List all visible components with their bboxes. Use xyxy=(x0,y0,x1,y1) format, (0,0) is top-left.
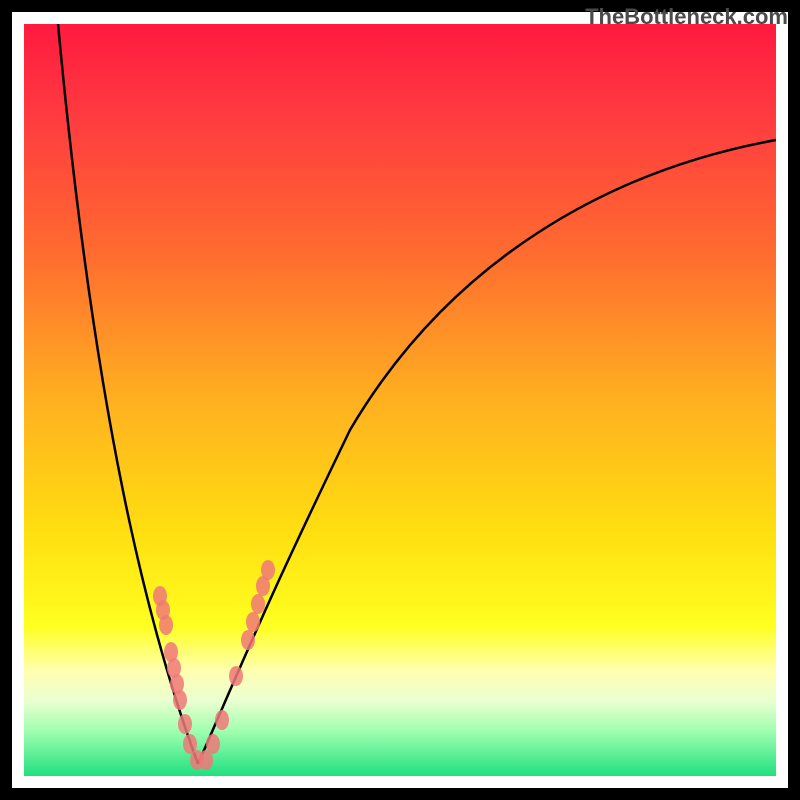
chart-container: TheBottleneck.com xyxy=(0,0,800,800)
watermark-text: TheBottleneck.com xyxy=(585,4,788,30)
chart-background-gradient xyxy=(24,24,776,776)
